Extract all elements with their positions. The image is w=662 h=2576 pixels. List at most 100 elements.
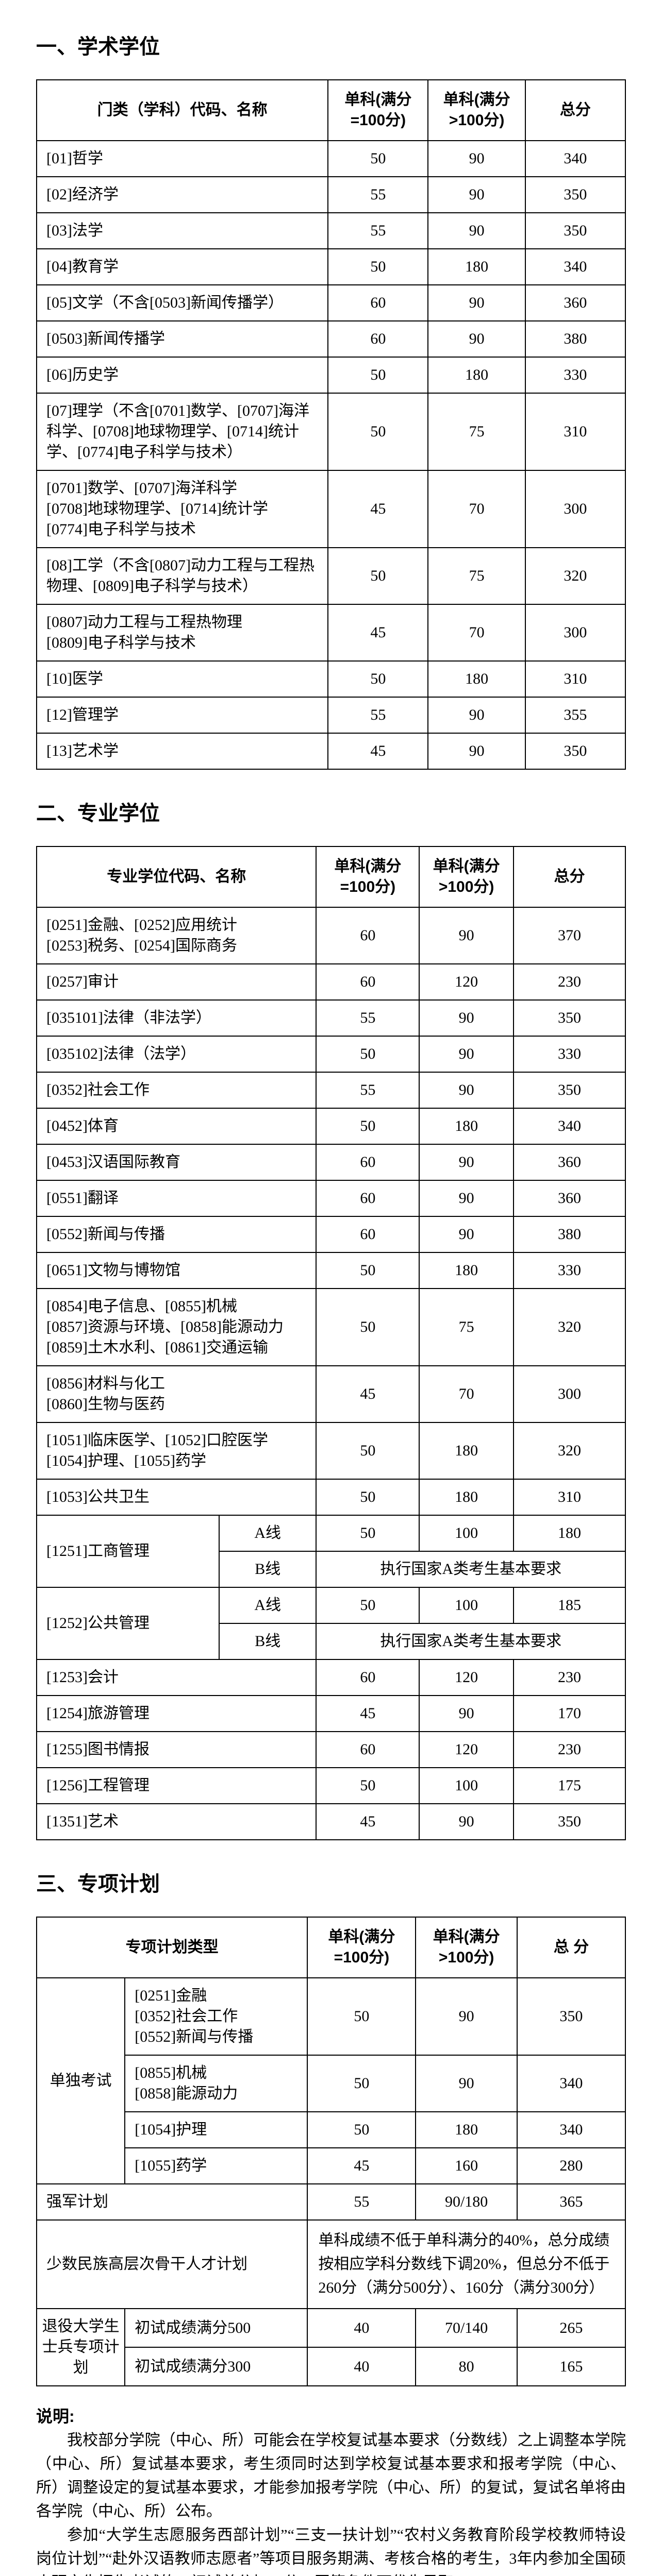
total-cell: 320 bbox=[524, 547, 626, 605]
table-row: [02]经济学 55 90 350 bbox=[36, 176, 626, 213]
table-row: [1053]公共卫生 50 180 310 bbox=[36, 1479, 626, 1516]
academic-degree-table: 门类（学科）代码、名称 单科(满分 =100分) 单科(满分 >100分) 总分… bbox=[36, 79, 626, 770]
score-100-cell: 50 bbox=[316, 1515, 420, 1552]
special-plan-table: 专项计划类型 单科(满分 =100分) 单科(满分 >100分) 总 分 单独考… bbox=[36, 1917, 626, 2386]
table-row: [03]法学 55 90 350 bbox=[36, 212, 626, 249]
score-gt100-cell: 70/140 bbox=[415, 2308, 518, 2348]
score-100-cell: 60 bbox=[327, 320, 429, 358]
score-gt100-cell: 90/180 bbox=[415, 2183, 518, 2221]
score-gt100-cell: 90 bbox=[419, 1144, 514, 1181]
total-cell: 350 bbox=[513, 1072, 626, 1109]
total-cell: 170 bbox=[513, 1695, 626, 1732]
total-cell: 350 bbox=[513, 1803, 626, 1840]
line-a-label-cell: A线 bbox=[219, 1587, 317, 1624]
score-100-cell: 55 bbox=[327, 176, 429, 213]
score-100-cell: 45 bbox=[327, 470, 429, 548]
category-cell: [1255]图书情报 bbox=[36, 1731, 317, 1768]
total-cell: 340 bbox=[524, 140, 626, 177]
group-cell-solo-exam: 单独考试 bbox=[36, 1977, 126, 2184]
score-gt100-cell: 180 bbox=[419, 1252, 514, 1289]
category-cell: [05]文学（不含[0503]新闻传播学） bbox=[36, 284, 329, 321]
total-cell: 175 bbox=[513, 1767, 626, 1804]
section-title-academic: 一、学术学位 bbox=[36, 36, 160, 58]
score-gt100-cell: 90 bbox=[415, 1977, 518, 2056]
score-100-cell: 40 bbox=[307, 2347, 417, 2386]
category-cell: [1051]临床医学、[1052]口腔医学 [1054]护理、[1055]药学 bbox=[36, 1422, 317, 1480]
total-cell: 340 bbox=[516, 2055, 626, 2112]
table-row: [1251]工商管理 A线 50 100 180 bbox=[36, 1515, 626, 1588]
category-cell: [0452]体育 bbox=[36, 1108, 317, 1145]
score-gt100-cell: 90 bbox=[419, 1180, 514, 1217]
score-gt100-cell: 90 bbox=[415, 2055, 518, 2112]
score-100-cell: 50 bbox=[327, 660, 429, 698]
total-cell: 350 bbox=[516, 1977, 626, 2056]
score-100-cell: 60 bbox=[316, 1216, 420, 1253]
score-100-cell: 45 bbox=[327, 604, 429, 662]
score-gt100-cell: 90 bbox=[427, 212, 526, 249]
score-100-cell: 50 bbox=[307, 1977, 417, 2056]
total-cell: 300 bbox=[524, 604, 626, 662]
table-row: [0856]材料与化工 [0860]生物与医药 45 70 300 bbox=[36, 1365, 626, 1423]
score-100-cell: 45 bbox=[307, 2147, 417, 2184]
score-100-cell: 60 bbox=[316, 1180, 420, 1217]
category-cell: [0251]金融、[0252]应用统计 [0253]税务、[0254]国际商务 bbox=[36, 907, 317, 964]
category-cell: [10]医学 bbox=[36, 660, 329, 698]
table-row: 退役大学生士兵专项计划 初试成绩满分500 40 70/140 265 bbox=[36, 2308, 626, 2386]
total-cell: 330 bbox=[513, 1036, 626, 1073]
table-row: [0251]金融、[0252]应用统计 [0253]税务、[0254]国际商务 6… bbox=[36, 907, 626, 964]
total-cell: 340 bbox=[516, 2111, 626, 2148]
table-row: [0552]新闻与传播 60 90 380 bbox=[36, 1216, 626, 1253]
total-cell: 310 bbox=[524, 660, 626, 698]
total-cell: 320 bbox=[513, 1288, 626, 1366]
total-cell: 310 bbox=[524, 393, 626, 471]
score-gt100-cell: 90 bbox=[427, 140, 526, 177]
total-cell: 350 bbox=[524, 212, 626, 249]
score-100-cell: 55 bbox=[327, 697, 429, 734]
total-cell: 350 bbox=[524, 176, 626, 213]
score-100-cell: 60 bbox=[316, 1731, 420, 1768]
table-row: [1252]公共管理 A线 50 100 185 bbox=[36, 1587, 626, 1660]
col-header-single-100: 单科(满分 =100分) bbox=[327, 79, 429, 141]
total-cell: 360 bbox=[513, 1144, 626, 1181]
category-cell: 少数民族高层次骨干人才计划 bbox=[36, 2219, 308, 2309]
score-100-cell: 50 bbox=[327, 248, 429, 285]
category-cell: [035101]法律（非法学） bbox=[36, 999, 317, 1037]
total-cell: 280 bbox=[516, 2147, 626, 2184]
total-cell: 370 bbox=[513, 907, 626, 964]
score-gt100-cell: 75 bbox=[419, 1288, 514, 1366]
category-cell: [0257]审计 bbox=[36, 963, 317, 1001]
col-header-single-gt100: 单科(满分 >100分) bbox=[415, 1917, 518, 1978]
score-100-cell: 50 bbox=[316, 1422, 420, 1480]
category-cell: [0551]翻译 bbox=[36, 1180, 317, 1217]
col-header-category: 专项计划类型 bbox=[36, 1917, 308, 1978]
total-cell: 360 bbox=[524, 284, 626, 321]
category-cell: [0251]金融 [0352]社会工作 [0552]新闻与传播 bbox=[124, 1977, 308, 2056]
score-100-cell: 50 bbox=[316, 1479, 420, 1516]
table-row: [1255]图书情报 60 120 230 bbox=[36, 1731, 626, 1768]
col-header-total: 总 分 bbox=[516, 1917, 626, 1978]
total-cell: 180 bbox=[513, 1515, 626, 1552]
table-row: [1055]药学 45 160 280 bbox=[37, 2147, 626, 2184]
score-100-cell: 60 bbox=[316, 1144, 420, 1181]
score-gt100-cell: 90 bbox=[427, 733, 526, 770]
score-gt100-cell: 75 bbox=[427, 547, 526, 605]
category-cell: [0453]汉语国际教育 bbox=[36, 1144, 317, 1181]
category-cell: [1253]会计 bbox=[36, 1659, 317, 1696]
category-cell: [0352]社会工作 bbox=[36, 1072, 317, 1109]
table-row: 单独考试 [0251]金融 [0352]社会工作 [0552]新闻与传播 50 90 3… bbox=[36, 1977, 626, 2184]
score-gt100-cell: 100 bbox=[419, 1515, 514, 1552]
table-row: [0807]动力工程与工程热物理 [0809]电子科学与技术 45 70 300 bbox=[36, 604, 626, 662]
score-100-cell: 40 bbox=[307, 2308, 417, 2348]
table-row: [1051]临床医学、[1052]口腔医学 [1054]护理、[1055]药学 5… bbox=[36, 1422, 626, 1480]
score-100-cell: 50 bbox=[316, 1108, 420, 1145]
table-row: [0352]社会工作 55 90 350 bbox=[36, 1072, 626, 1109]
category-cell: [02]经济学 bbox=[36, 176, 329, 213]
score-gt100-cell: 180 bbox=[427, 248, 526, 285]
score-100-cell: 55 bbox=[327, 212, 429, 249]
score-100-cell: 55 bbox=[316, 1072, 420, 1109]
category-cell: [04]教育学 bbox=[36, 248, 329, 285]
score-100-cell: 60 bbox=[316, 1659, 420, 1696]
score-100-cell: 60 bbox=[316, 963, 420, 1001]
table-row: 强军计划 55 90/180 365 bbox=[36, 2183, 626, 2221]
